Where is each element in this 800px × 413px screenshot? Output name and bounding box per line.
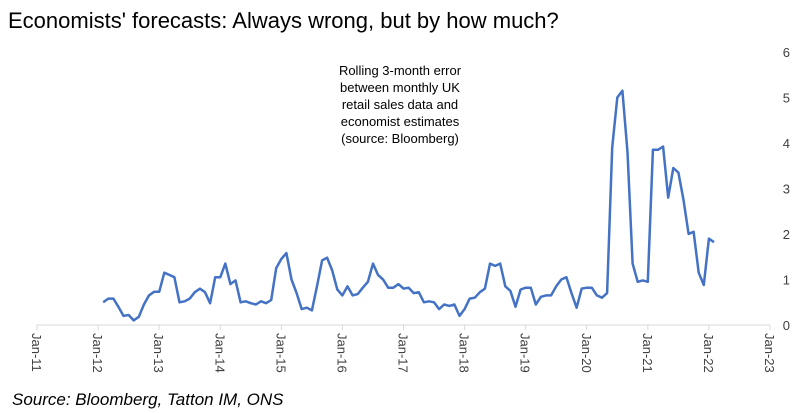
y-tick-label: 2 <box>783 227 790 242</box>
annotation: (source: Bloomberg) <box>341 131 459 146</box>
annotation: between monthly UK <box>340 80 460 95</box>
x-tick-label: Jan-17 <box>396 333 411 373</box>
y-tick-label: 4 <box>783 136 790 151</box>
source: Source: Bloomberg, Tatton IM, ONS <box>12 390 284 409</box>
x-tick-label: Jan-18 <box>457 333 472 373</box>
x-tick-label: Jan-11 <box>29 333 44 372</box>
annotation: Rolling 3-month error <box>339 63 462 78</box>
x-tick-label: Jan-12 <box>90 333 105 373</box>
y-tick-label: 1 <box>783 273 790 288</box>
x-tick-label: Jan-23 <box>762 333 777 373</box>
annotation: economist estimates <box>341 114 460 129</box>
x-tick-label: Jan-20 <box>579 333 594 373</box>
chart-title: Economists' forecasts: Always wrong, but… <box>8 8 559 33</box>
y-tick-label: 3 <box>783 182 790 197</box>
y-tick-label: 5 <box>783 91 790 106</box>
annotation: retail sales data and <box>342 97 458 112</box>
y-tick-label: 0 <box>783 318 790 333</box>
x-tick-label: Jan-19 <box>518 333 533 373</box>
y-tick-label: 6 <box>783 45 790 60</box>
x-tick-label: Jan-14 <box>212 333 227 373</box>
x-tick-label: Jan-22 <box>701 333 716 373</box>
x-tick-label: Jan-13 <box>151 333 166 373</box>
x-tick-label: Jan-21 <box>640 333 655 373</box>
x-tick-label: Jan-16 <box>334 333 349 373</box>
data-line <box>102 89 715 322</box>
x-tick-label: Jan-15 <box>273 333 288 373</box>
